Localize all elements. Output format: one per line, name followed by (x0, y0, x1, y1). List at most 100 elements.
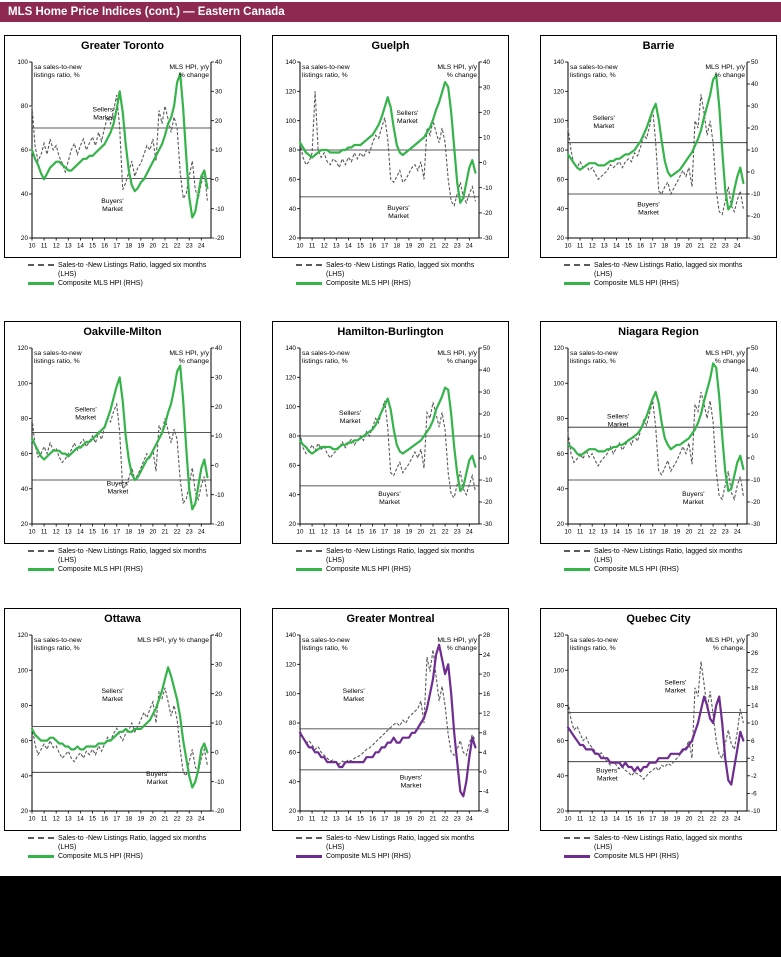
x-tick-label: 14 (77, 815, 84, 822)
chart-legend: Sales-to -New Listings Ratio, lagged six… (564, 834, 777, 861)
rhs-tick-label: 20 (215, 404, 223, 411)
hpi-series-line (30, 665, 209, 789)
legend-ratio-label: Sales-to -New Listings Ratio, lagged six… (594, 834, 743, 851)
legend-item-ratio: Sales-to -New Listings Ratio, lagged six… (28, 547, 241, 565)
rhs-tick-label: 10 (751, 433, 759, 440)
hpi-series-line (298, 643, 477, 797)
x-tick-label: 15 (625, 243, 632, 250)
legend-hpi-label: Composite MLS HPI (RHS) (594, 852, 679, 860)
x-tick-label: 21 (162, 529, 169, 536)
lhs-tick-label: 100 (17, 59, 28, 66)
lhs-axis-label: sa sales-to-new (302, 637, 350, 644)
x-tick-label: 13 (333, 243, 340, 250)
sellers-market-label: Sellers' (396, 110, 418, 117)
rhs-tick-label: 20 (483, 671, 491, 678)
x-tick-label: 14 (345, 243, 352, 250)
x-tick-label: 10 (565, 243, 572, 250)
lhs-tick-label: 80 (289, 720, 297, 727)
x-tick-label: 24 (198, 815, 205, 822)
lhs-axis-label: sa sales-to-new (34, 350, 82, 357)
x-tick-label: 24 (198, 243, 205, 250)
legend-item-hpi: Composite MLS HPI (RHS) (564, 279, 777, 288)
lhs-tick-label: 140 (285, 632, 296, 639)
x-tick-label: 18 (661, 243, 668, 250)
rhs-tick-label: 20 (751, 411, 759, 418)
rhs-tick-label: 18 (751, 685, 759, 692)
x-tick-label: 22 (442, 243, 449, 250)
lhs-tick-label: 40 (557, 206, 565, 213)
x-tick-label: 14 (345, 529, 352, 536)
sellers-market-label: Market (343, 696, 364, 703)
lhs-tick-label: 40 (557, 773, 565, 780)
solid-line-sample-icon (296, 568, 322, 572)
chart-legend: Sales-to -New Listings Ratio, lagged six… (28, 834, 241, 861)
x-tick-label: 11 (577, 529, 584, 536)
rhs-tick-label: 50 (483, 345, 491, 352)
hpi-series-line (30, 364, 209, 511)
rhs-axis-label: % change (179, 72, 209, 79)
lhs-tick-label: 120 (285, 375, 296, 382)
rhs-tick-label: -10 (483, 185, 493, 192)
x-tick-label: 18 (661, 815, 668, 822)
x-tick-label: 19 (405, 815, 412, 822)
x-tick-label: 22 (710, 815, 717, 822)
lhs-axis-label: sa sales-to-new (570, 64, 618, 71)
lhs-tick-label: 60 (21, 147, 29, 154)
rhs-tick-label: 10 (751, 147, 759, 154)
rhs-tick-label: 30 (751, 103, 759, 110)
lhs-tick-label: 20 (557, 808, 565, 815)
x-tick-label: 20 (685, 815, 692, 822)
rhs-tick-label: 4 (483, 749, 487, 756)
rhs-tick-label: 0 (483, 455, 487, 462)
legend-item-ratio: Sales-to -New Listings Ratio, lagged six… (564, 547, 777, 565)
x-tick-label: 20 (417, 243, 424, 250)
chart-title: Niagara Region (618, 326, 699, 339)
lhs-tick-label: 120 (553, 345, 564, 352)
lhs-tick-label: 100 (553, 667, 564, 674)
rhs-axis-label: MLS HPI, y/y (705, 637, 745, 644)
lhs-tick-label: 120 (285, 89, 296, 96)
lhs-tick-label: 60 (289, 749, 297, 756)
x-tick-label: 18 (393, 815, 400, 822)
x-tick-label: 22 (442, 815, 449, 822)
rhs-axis-label: % change (715, 358, 745, 365)
page-title: MLS Home Price Indices (cont.) — Eastern… (8, 6, 285, 18)
x-tick-label: 10 (565, 815, 572, 822)
rhs-tick-label: -6 (751, 790, 757, 797)
x-tick-label: 21 (430, 529, 437, 536)
chart-cell-greater-toronto: Greater Toronto 100 80 60 40 20 40 30 20 10 0 -10 -2… (4, 35, 241, 288)
chart-panel-greater-toronto: Greater Toronto 100 80 60 40 20 40 30 20 10 0 -10 -2… (4, 35, 241, 258)
lhs-tick-label: 20 (21, 521, 29, 528)
x-tick-label: 13 (65, 243, 72, 250)
chart-legend: Sales-to -New Listings Ratio, lagged six… (28, 261, 241, 288)
chart-panel-hamilton-burlington: Hamilton-Burlington 140 120 100 80 60 40 20 50 40… (272, 321, 509, 545)
rhs-tick-label: 20 (215, 690, 223, 697)
x-tick-label: 23 (722, 815, 729, 822)
x-tick-label: 13 (601, 529, 608, 536)
rhs-tick-label: -10 (215, 492, 225, 499)
x-tick-label: 21 (430, 243, 437, 250)
chart-panel-ottawa: Ottawa 120 100 80 60 40 20 40 30 20 10 0 -10 -20 10 11 1… (4, 607, 241, 831)
lhs-tick-label: 100 (553, 118, 564, 125)
x-tick-label: 20 (417, 815, 424, 822)
legend-ratio-label: Sales-to -New Listings Ratio, lagged six… (326, 834, 475, 851)
ratio-series-line (299, 91, 476, 208)
legend-item-ratio: Sales-to -New Listings Ratio, lagged six… (28, 261, 241, 279)
rhs-tick-label: 12 (483, 710, 491, 717)
x-tick-label: 12 (589, 529, 596, 536)
hpi-series-line (566, 74, 745, 211)
legend-hpi-label: Composite MLS HPI (RHS) (326, 566, 411, 574)
rhs-axis-label: MLS HPI, y/y (437, 350, 477, 357)
chart-title: Barrie (642, 40, 675, 52)
sellers-market-label: Market (593, 123, 614, 130)
x-tick-label: 24 (466, 243, 473, 250)
hpi-series-line (298, 386, 477, 493)
chart-legend: Sales-to -New Listings Ratio, lagged six… (296, 834, 509, 861)
ratio-series-line (31, 94, 208, 201)
hpi-series-line (566, 362, 745, 493)
x-tick-label: 13 (65, 815, 72, 822)
x-tick-label: 15 (357, 529, 364, 536)
x-tick-label: 16 (101, 243, 108, 250)
